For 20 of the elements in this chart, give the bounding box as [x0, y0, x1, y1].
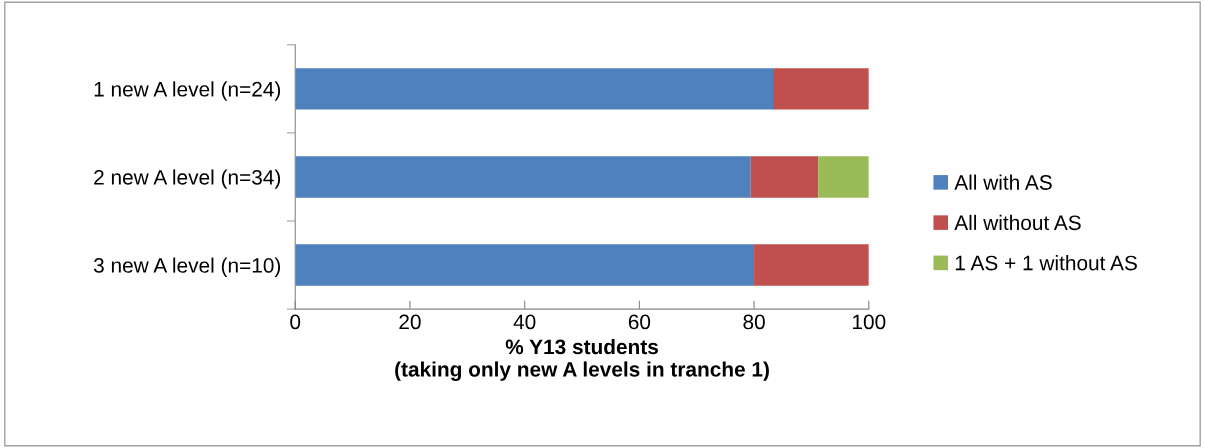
y-tick-label: 3 new A level (n=10): [93, 257, 281, 277]
bar: [295, 244, 755, 286]
bar: [295, 156, 751, 198]
x-axis-title: % Y13 students (taking only new A levels in tranche 1): [395, 338, 769, 381]
x-tick-label: 0: [290, 314, 301, 330]
bar: [754, 244, 869, 286]
legend-label: 1 AS + 1 without AS: [955, 255, 1137, 271]
x-tick-label: 40: [513, 314, 536, 330]
bar: [818, 156, 869, 198]
bar: [773, 68, 869, 110]
bar: [295, 68, 774, 110]
bar: [750, 156, 819, 198]
legend-label: All without AS: [954, 214, 1081, 231]
x-tick-label: 100: [853, 314, 886, 330]
x-tick-label: 60: [628, 314, 651, 330]
y-tick-label: 1 new A level (n=24): [94, 81, 281, 101]
x-tick-label: 80: [743, 314, 765, 330]
y-tick-label: 2 new A level (n=34): [94, 169, 281, 189]
legend-label: All with AS: [954, 174, 1052, 190]
x-tick-label: 20: [399, 314, 421, 330]
